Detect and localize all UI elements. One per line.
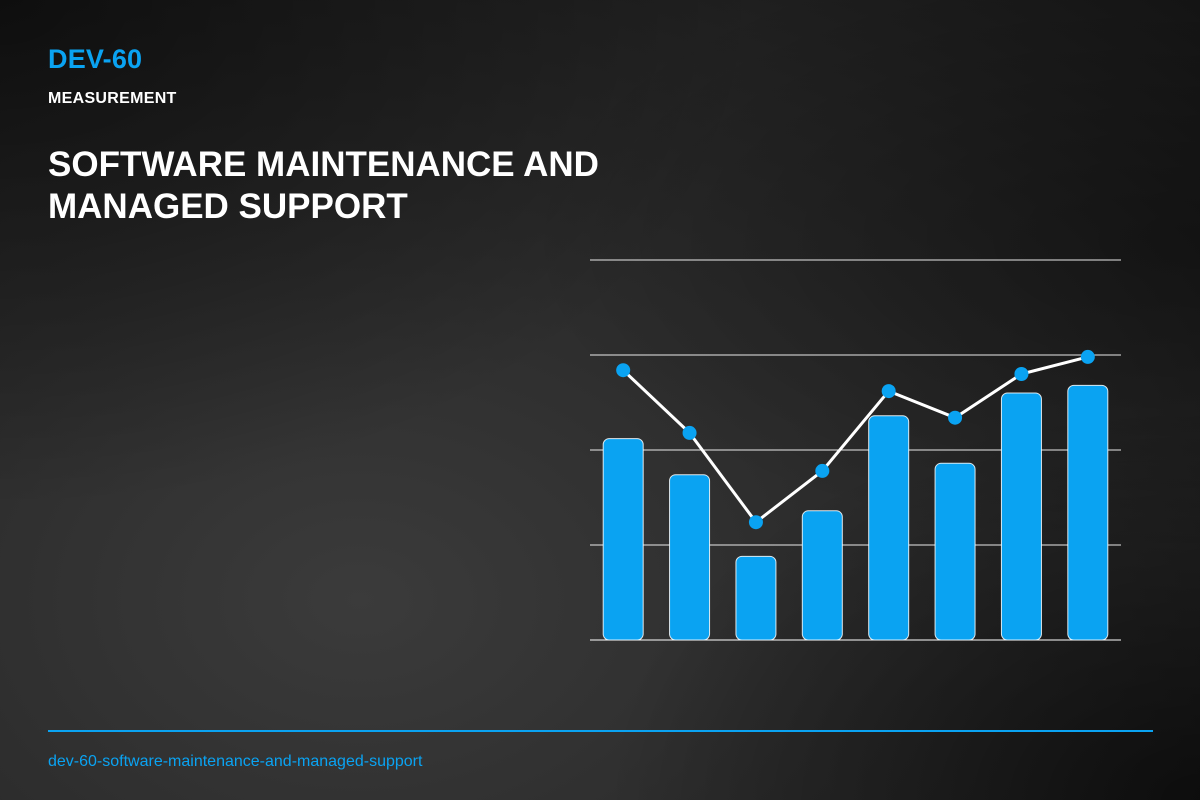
bar bbox=[868, 415, 910, 641]
line-point bbox=[682, 425, 697, 440]
page-title: SOFTWARE MAINTENANCE AND MANAGED SUPPORT bbox=[48, 145, 599, 226]
bar bbox=[934, 462, 976, 641]
bar bbox=[602, 438, 644, 641]
bar bbox=[1067, 384, 1109, 641]
slide-code: DEV-60 bbox=[48, 44, 143, 74]
line-point bbox=[1080, 349, 1095, 364]
line-point bbox=[948, 410, 963, 425]
footer-slug: dev-60-software-maintenance-and-managed-… bbox=[48, 753, 423, 770]
line-point bbox=[748, 515, 763, 530]
bar bbox=[801, 510, 843, 641]
category-label: MEASUREMENT bbox=[48, 90, 177, 107]
line-point bbox=[616, 363, 631, 378]
bar bbox=[669, 474, 711, 641]
line-point bbox=[881, 384, 896, 399]
footer-divider bbox=[48, 730, 1153, 732]
line-point bbox=[815, 463, 830, 478]
bar bbox=[735, 555, 777, 641]
bar bbox=[1000, 392, 1042, 641]
line-point bbox=[1014, 367, 1029, 381]
trend-line bbox=[622, 355, 1089, 524]
